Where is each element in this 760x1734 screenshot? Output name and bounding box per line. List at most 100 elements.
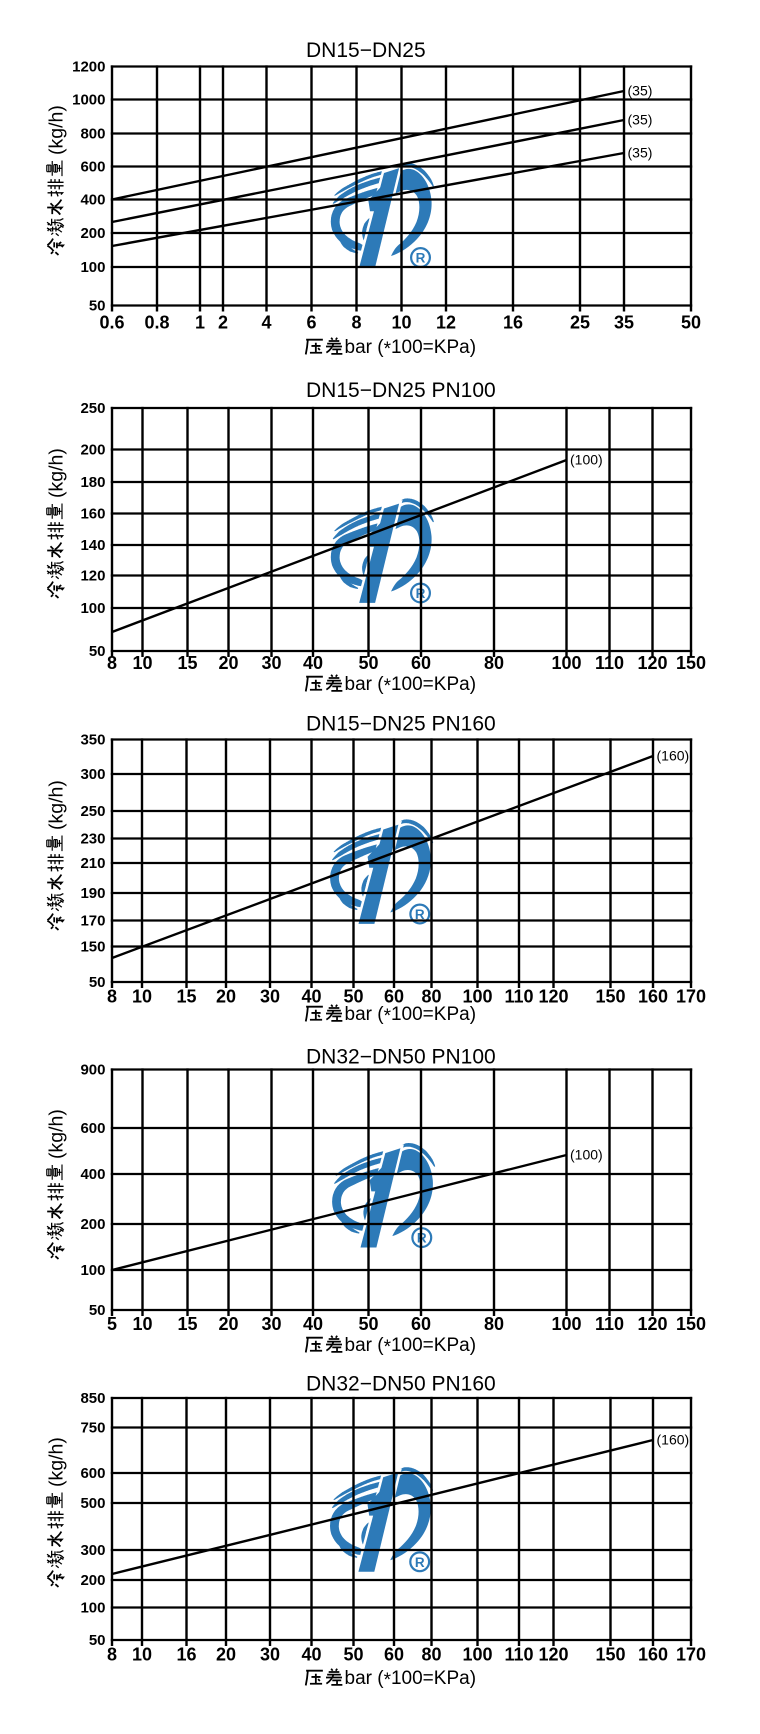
- svg-text:350: 350: [80, 732, 105, 749]
- svg-text:50: 50: [358, 653, 378, 673]
- svg-text:150: 150: [595, 987, 625, 1007]
- svg-text:120: 120: [538, 1645, 568, 1665]
- svg-text:150: 150: [595, 1645, 625, 1665]
- svg-text:170: 170: [676, 987, 706, 1007]
- svg-text:120: 120: [538, 987, 568, 1007]
- svg-text:170: 170: [80, 913, 105, 930]
- svg-text:200: 200: [80, 1216, 105, 1233]
- svg-text:140: 140: [80, 537, 105, 554]
- svg-text:DN15−DN25: DN15−DN25: [306, 39, 426, 62]
- svg-text:180: 180: [80, 474, 105, 491]
- svg-text:35: 35: [614, 313, 634, 333]
- svg-text:(kg/h): (kg/h): [46, 780, 68, 830]
- svg-text:100: 100: [80, 1262, 105, 1279]
- svg-text:50: 50: [343, 987, 363, 1007]
- svg-text:60: 60: [411, 1314, 431, 1334]
- svg-text:8: 8: [351, 313, 361, 333]
- svg-text:30: 30: [260, 987, 280, 1007]
- svg-text:110: 110: [504, 987, 533, 1007]
- svg-text:6: 6: [306, 313, 316, 333]
- svg-text:100: 100: [551, 653, 581, 673]
- svg-text:8: 8: [107, 653, 117, 673]
- svg-text:50: 50: [89, 1632, 106, 1649]
- svg-text:60: 60: [384, 1645, 404, 1665]
- svg-text:bar (*100=KPa): bar (*100=KPa): [345, 1004, 477, 1027]
- svg-text:(35): (35): [628, 145, 653, 161]
- svg-text:110: 110: [595, 653, 624, 673]
- svg-text:60: 60: [411, 653, 431, 673]
- svg-text:30: 30: [261, 653, 281, 673]
- svg-text:5: 5: [107, 1314, 117, 1334]
- svg-text:60: 60: [384, 987, 404, 1007]
- svg-text:(35): (35): [628, 83, 653, 99]
- svg-text:750: 750: [80, 1420, 105, 1437]
- svg-text:2: 2: [218, 313, 228, 333]
- svg-text:(kg/h): (kg/h): [46, 1109, 68, 1159]
- svg-text:250: 250: [80, 400, 105, 417]
- svg-text:100: 100: [80, 1600, 105, 1617]
- svg-text:160: 160: [638, 1645, 668, 1665]
- svg-text:DN15−DN25 PN100: DN15−DN25 PN100: [306, 379, 496, 402]
- svg-text:40: 40: [301, 1645, 321, 1665]
- svg-text:bar (*100=KPa): bar (*100=KPa): [345, 674, 477, 697]
- svg-text:40: 40: [303, 653, 323, 673]
- svg-text:200: 200: [80, 225, 105, 242]
- svg-text:500: 500: [80, 1495, 105, 1512]
- svg-text:30: 30: [260, 1645, 280, 1665]
- svg-text:1000: 1000: [72, 92, 105, 109]
- svg-text:50: 50: [358, 1314, 378, 1334]
- svg-text:50: 50: [89, 974, 106, 991]
- svg-text:0.6: 0.6: [99, 313, 124, 333]
- svg-text:16: 16: [176, 1645, 196, 1665]
- svg-text:15: 15: [177, 1314, 197, 1334]
- svg-text:900: 900: [80, 1062, 105, 1079]
- svg-text:20: 20: [216, 1645, 236, 1665]
- svg-text:15: 15: [176, 987, 196, 1007]
- svg-text:20: 20: [218, 653, 238, 673]
- svg-text:40: 40: [303, 1314, 323, 1334]
- svg-text:8: 8: [107, 987, 117, 1007]
- svg-text:25: 25: [570, 313, 590, 333]
- svg-text:120: 120: [80, 568, 105, 585]
- svg-text:bar (*100=KPa): bar (*100=KPa): [345, 1668, 477, 1691]
- svg-text:(kg/h): (kg/h): [46, 448, 68, 498]
- svg-text:100: 100: [80, 600, 105, 617]
- svg-text:100: 100: [462, 1645, 492, 1665]
- svg-text:(100): (100): [570, 452, 603, 468]
- svg-text:600: 600: [80, 159, 105, 176]
- svg-text:10: 10: [132, 1314, 152, 1334]
- svg-text:100: 100: [551, 1314, 581, 1334]
- svg-text:120: 120: [637, 653, 667, 673]
- svg-text:(kg/h): (kg/h): [46, 105, 68, 155]
- svg-text:230: 230: [80, 831, 105, 848]
- svg-text:80: 80: [484, 653, 504, 673]
- svg-text:10: 10: [132, 1645, 152, 1665]
- svg-text:8: 8: [107, 1645, 117, 1665]
- svg-text:190: 190: [80, 885, 105, 902]
- svg-text:300: 300: [80, 1542, 105, 1559]
- svg-text:110: 110: [504, 1645, 533, 1665]
- svg-text:800: 800: [80, 126, 105, 143]
- svg-text:160: 160: [80, 506, 105, 523]
- svg-text:400: 400: [80, 1166, 105, 1183]
- svg-text:150: 150: [676, 653, 706, 673]
- svg-text:bar (*100=KPa): bar (*100=KPa): [345, 337, 477, 360]
- svg-text:DN32−DN50 PN160: DN32−DN50 PN160: [306, 1373, 496, 1396]
- svg-text:DN15−DN25 PN160: DN15−DN25 PN160: [306, 713, 496, 736]
- svg-text:160: 160: [638, 987, 668, 1007]
- svg-text:300: 300: [80, 766, 105, 783]
- svg-text:80: 80: [484, 1314, 504, 1334]
- svg-text:(kg/h): (kg/h): [46, 1437, 68, 1487]
- svg-text:850: 850: [80, 1390, 105, 1407]
- svg-text:40: 40: [301, 987, 321, 1007]
- svg-text:(100): (100): [570, 1147, 603, 1163]
- svg-text:170: 170: [676, 1645, 706, 1665]
- svg-text:20: 20: [218, 1314, 238, 1334]
- svg-text:100: 100: [462, 987, 492, 1007]
- svg-text:80: 80: [421, 1645, 441, 1665]
- svg-text:DN32−DN50 PN100: DN32−DN50 PN100: [306, 1046, 496, 1069]
- svg-text:600: 600: [80, 1120, 105, 1137]
- svg-text:10: 10: [132, 653, 152, 673]
- svg-text:15: 15: [177, 653, 197, 673]
- svg-text:4: 4: [261, 313, 271, 333]
